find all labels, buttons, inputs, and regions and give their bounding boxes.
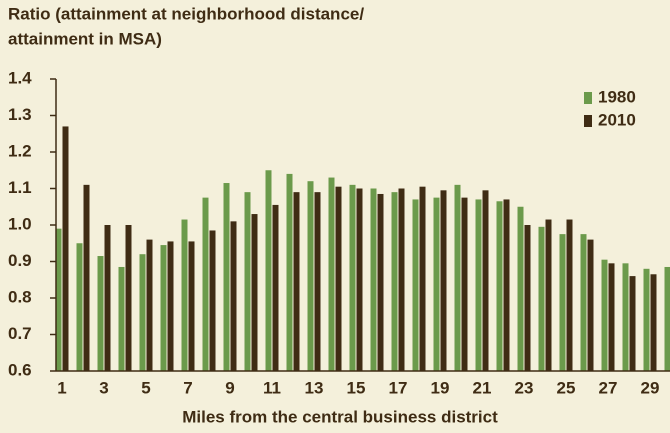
bar xyxy=(559,234,566,371)
bar xyxy=(104,225,111,371)
bar xyxy=(419,186,426,371)
bar xyxy=(566,219,573,371)
x-tick-label: 11 xyxy=(263,378,281,397)
bar xyxy=(356,188,363,371)
bar xyxy=(587,239,594,371)
bar xyxy=(97,256,104,371)
bar xyxy=(146,239,153,371)
legend-swatch xyxy=(584,115,592,127)
bar xyxy=(167,241,174,371)
bar xyxy=(412,199,419,371)
chart-title: Ratio (attainment at neighborhood distan… xyxy=(8,4,364,23)
bar xyxy=(440,190,447,371)
y-tick-label: 0.9 xyxy=(8,251,32,270)
y-tick-label: 1.1 xyxy=(8,178,32,197)
bar xyxy=(370,188,377,371)
legend-label: 2010 xyxy=(598,110,636,129)
bar xyxy=(272,204,279,371)
bar xyxy=(475,199,482,371)
x-tick-label: 9 xyxy=(225,378,234,397)
x-tick-label: 15 xyxy=(347,378,366,397)
y-tick-label: 0.8 xyxy=(8,287,32,306)
legend-swatch xyxy=(584,92,592,104)
y-tick-label: 1.2 xyxy=(8,141,32,160)
bar xyxy=(188,241,195,371)
x-tick-label: 17 xyxy=(389,378,408,397)
bar xyxy=(307,181,314,371)
bar xyxy=(398,188,405,371)
bar xyxy=(62,126,69,371)
chart-title: attainment in MSA) xyxy=(8,29,162,48)
bar xyxy=(496,201,503,371)
y-tick-label: 0.6 xyxy=(8,360,32,379)
bar xyxy=(160,245,167,371)
x-tick-label: 21 xyxy=(473,378,492,397)
bar xyxy=(664,266,670,371)
bar xyxy=(622,263,629,371)
bar xyxy=(314,192,321,371)
x-tick-label: 23 xyxy=(515,378,534,397)
x-tick-label: 1 xyxy=(57,378,66,397)
bar xyxy=(503,199,510,371)
bar xyxy=(125,225,132,371)
bar xyxy=(209,230,216,371)
x-tick-label: 25 xyxy=(557,378,576,397)
bar xyxy=(377,193,384,371)
x-tick-label: 13 xyxy=(305,378,324,397)
bar xyxy=(650,274,657,371)
bar xyxy=(608,263,615,371)
bar xyxy=(118,266,125,371)
legend-label: 1980 xyxy=(598,87,636,106)
bar xyxy=(139,254,146,371)
x-tick-label: 5 xyxy=(141,378,150,397)
bar xyxy=(538,226,545,371)
bar xyxy=(643,268,650,371)
bar xyxy=(335,186,342,371)
bar xyxy=(251,214,258,371)
y-tick-label: 1.4 xyxy=(8,68,32,87)
bar xyxy=(328,177,335,371)
bar xyxy=(454,184,461,371)
x-axis-label: Miles from the central business district xyxy=(182,407,498,426)
bar xyxy=(545,219,552,371)
x-tick-label: 19 xyxy=(431,378,450,397)
bar xyxy=(202,197,209,371)
bar xyxy=(349,184,356,371)
bar xyxy=(524,225,531,371)
bar xyxy=(181,219,188,371)
bar xyxy=(629,276,636,371)
bar xyxy=(244,192,251,371)
bar xyxy=(461,197,468,371)
bar xyxy=(265,170,272,371)
bar xyxy=(230,221,237,371)
y-tick-label: 1.0 xyxy=(8,214,32,233)
bar xyxy=(293,192,300,371)
bar xyxy=(433,197,440,371)
x-tick-label: 29 xyxy=(641,378,660,397)
bar xyxy=(601,259,608,371)
x-tick-label: 7 xyxy=(183,378,192,397)
x-tick-label: 27 xyxy=(599,378,618,397)
bar xyxy=(76,243,83,371)
bar xyxy=(286,173,293,371)
x-tick-label: 3 xyxy=(99,378,108,397)
bar xyxy=(83,184,90,371)
y-tick-label: 1.3 xyxy=(8,105,32,124)
bar xyxy=(223,183,230,371)
bar xyxy=(55,228,62,371)
bar xyxy=(517,206,524,371)
bar xyxy=(482,190,489,371)
y-tick-label: 0.7 xyxy=(8,324,32,343)
bar xyxy=(391,192,398,371)
bar xyxy=(580,234,587,371)
